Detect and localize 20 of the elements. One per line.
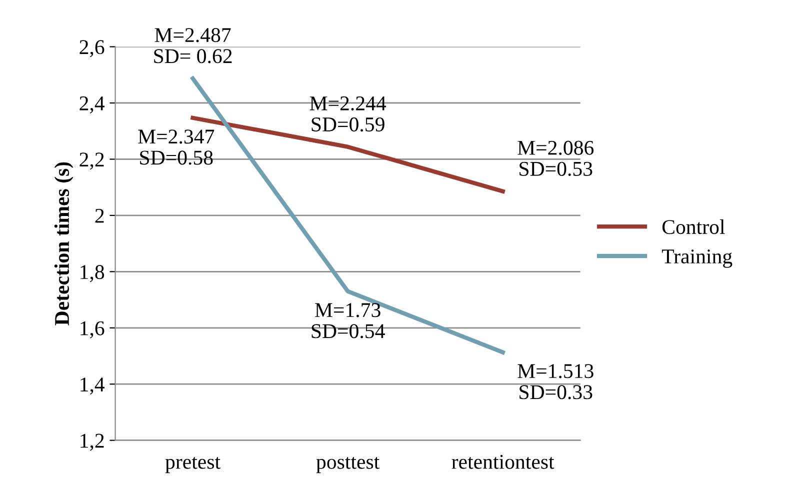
annotation: M=2.347 SD=0.58 [138,130,214,165]
y-tick-label: 2,2 [80,152,104,170]
annotation: M=2.487 SD= 0.62 [154,28,232,64]
y-tick-label: 2,4 [80,96,105,114]
annotation: M=1.513 SD=0.33 [518,364,594,400]
y-tick-label: 2 [95,208,104,223]
legend-label: Control [662,219,725,234]
y-tick-label: 2,6 [80,40,104,58]
annotation: M=2.086 SD=0.53 [518,140,594,176]
y-tick-label: 1,4 [80,378,105,395]
x-tick-label: retentiontest [452,454,554,469]
legend-label: Training [662,250,732,268]
y-tick-label: 1,8 [80,265,104,282]
y-tick-label: 1,6 [80,321,104,338]
x-tick-label: pretest [165,456,220,474]
x-tick-label: posttest [316,456,380,474]
annotation: M=2.244 SD=0.59 [310,96,386,132]
annotation: M=1.73 SD=0.54 [312,303,385,338]
y-axis-title: Detection times (s) [54,162,74,326]
y-tick-label: 1,2 [80,434,104,451]
